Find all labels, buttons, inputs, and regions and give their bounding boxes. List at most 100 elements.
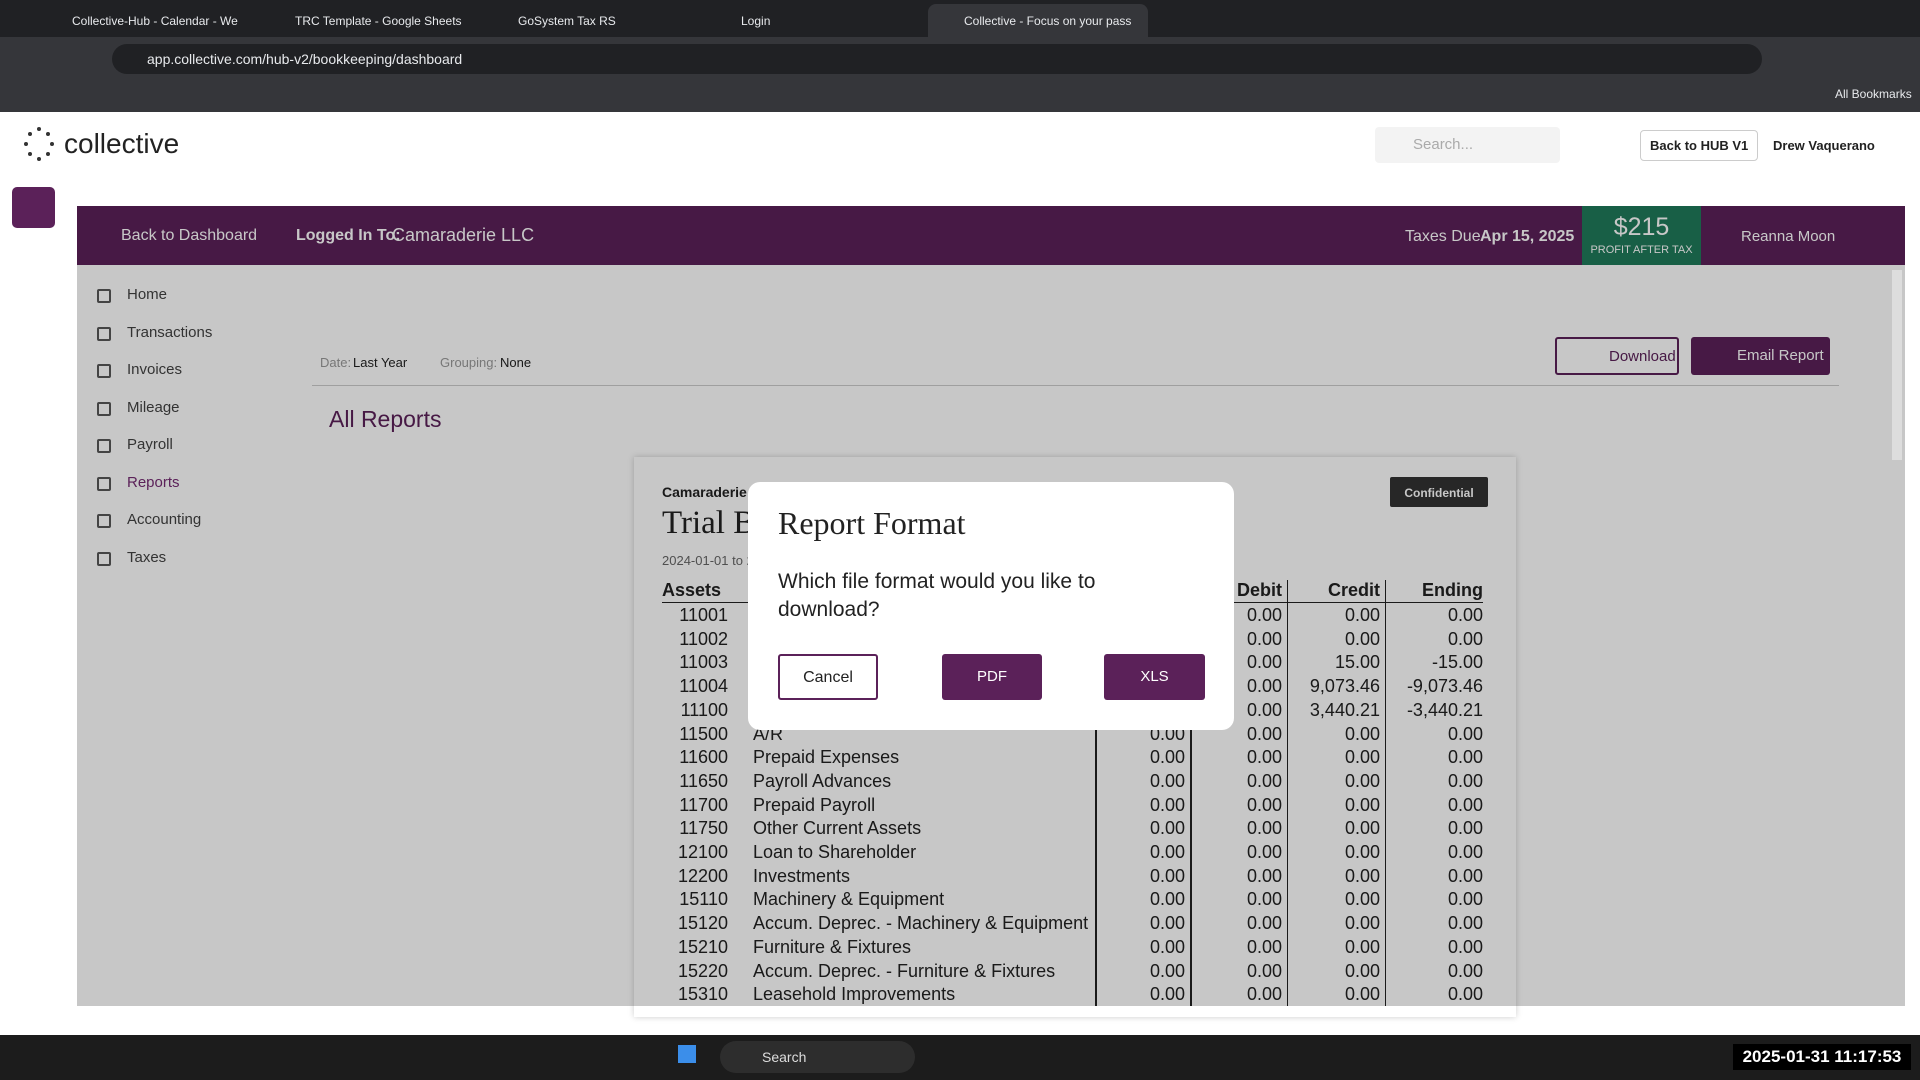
- tab[interactable]: GoSystem Tax RS: [518, 14, 616, 28]
- grouping-filter[interactable]: None: [500, 355, 532, 370]
- back-hub[interactable]: Back to HUB V1: [1640, 130, 1759, 161]
- cell: 0.00: [1149, 747, 1185, 768]
- nav-item[interactable]: Transactions: [127, 323, 213, 341]
- tab[interactable]: Login: [741, 14, 771, 28]
- cell: 0.00: [1344, 960, 1380, 981]
- nav-item[interactable]: Mileage: [127, 398, 180, 416]
- cell: 12200: [677, 865, 728, 886]
- all-reports[interactable]: All Reports: [329, 406, 442, 432]
- user[interactable]: Drew Vaquerano: [1773, 138, 1875, 153]
- cell: 0.00: [1344, 865, 1380, 886]
- cell: 0.00: [1344, 889, 1380, 910]
- cell: Prepaid Payroll: [753, 794, 876, 815]
- cell: 0.00: [1447, 794, 1483, 815]
- cell: 0.00: [1246, 960, 1282, 981]
- cell: 0.00: [1246, 984, 1282, 1005]
- cell: 0.00: [1447, 747, 1483, 768]
- nav-icon: [97, 439, 111, 453]
- col-rule: [1190, 580, 1192, 1006]
- cell: 15120: [677, 913, 728, 934]
- nav-icon: [97, 289, 111, 303]
- cell: 9,073.46: [1309, 676, 1380, 697]
- taskbar-search[interactable]: Search: [720, 1041, 915, 1073]
- nav-icon: [97, 326, 111, 341]
- nav-icon: [97, 476, 111, 491]
- dialog-text: Which file format would you like to down…: [778, 570, 1096, 621]
- cell: 0.00: [1246, 936, 1282, 957]
- report-company: Camaraderie I: [662, 484, 755, 500]
- search[interactable]: Search...: [1375, 127, 1560, 163]
- tab[interactable]: Collective - Focus on your pass: [928, 4, 1148, 37]
- tab[interactable]: Collective-Hub - Calendar - We: [72, 14, 238, 28]
- cell: 11004: [679, 676, 728, 697]
- cell: 0.00: [1344, 913, 1380, 934]
- logo-icon: [24, 127, 54, 161]
- side-icon-active[interactable]: [12, 187, 55, 228]
- cell: 0.00: [1447, 842, 1483, 862]
- cell: Loan to Shareholder: [753, 842, 917, 862]
- cell: 0.00: [1246, 770, 1282, 791]
- badge: Confidential: [1390, 477, 1488, 507]
- cell: 0.00: [1149, 960, 1185, 981]
- bookmarks[interactable]: All Bookmarks: [1835, 87, 1912, 101]
- cell: 0.00: [1246, 628, 1282, 649]
- cell: 0.00: [1447, 889, 1483, 910]
- cell: -9,073.46: [1406, 676, 1483, 697]
- cell: 15.00: [1334, 652, 1380, 673]
- cell: 0.00: [1447, 605, 1483, 625]
- divider: [312, 385, 1839, 386]
- cell: 0.00: [1149, 984, 1185, 1005]
- nav-item[interactable]: Accounting: [127, 511, 202, 528]
- cell: Furniture & Fixtures: [753, 936, 912, 957]
- email-button[interactable]: Email Report: [1691, 337, 1830, 375]
- company[interactable]: Camaraderie LLC: [392, 225, 535, 245]
- cell: Other Current Assets: [753, 818, 922, 839]
- cell: 0.00: [1246, 889, 1282, 910]
- nav-item[interactable]: Home: [127, 286, 168, 303]
- table-row: 15120 Accum. Deprec. - Machinery & Equipm…: [0, 911, 1920, 935]
- cell: 11100: [680, 699, 728, 720]
- grouping-label: Grouping:: [440, 355, 498, 370]
- nav-icon: [97, 551, 111, 566]
- profit-label: PROFIT AFTER TAX: [1590, 244, 1693, 256]
- nav-icon: [97, 364, 111, 378]
- table-row: 11700 Prepaid Payroll 0.00 0.00 0.00 0.00: [0, 793, 1920, 817]
- table-row: 11500 A/R 0.00 0.00 0.00 0.00: [0, 722, 1920, 746]
- header-debit: Debit: [1237, 580, 1282, 600]
- xls-button[interactable]: XLS: [1104, 654, 1205, 700]
- date-label: Date:: [320, 355, 352, 370]
- cell: -15.00: [1431, 652, 1483, 673]
- nav-item[interactable]: Taxes: [127, 548, 167, 566]
- cell: 0.00: [1344, 794, 1380, 815]
- client[interactable]: Reanna Moon: [1741, 228, 1836, 245]
- report-range: 2024-01-01 to 2: [662, 553, 754, 568]
- cell: 0.00: [1344, 628, 1380, 649]
- cancel-button[interactable]: Cancel: [778, 654, 878, 700]
- table-row: 12200 Investments 0.00 0.00 0.00 0.00: [0, 864, 1920, 888]
- cell: 0.00: [1149, 936, 1185, 957]
- table-row: 15210 Furniture & Fixtures 0.00 0.00 0.00 0.0…: [0, 935, 1920, 959]
- col-rule: [1095, 580, 1097, 1006]
- table-row: 11100 0.00 3,440.21 -3,440.21: [0, 698, 1920, 722]
- cell: 0.00: [1447, 865, 1483, 886]
- nav-item[interactable]: Payroll: [127, 436, 173, 453]
- address-bar[interactable]: [112, 44, 1762, 74]
- url: app.collective.com/hub-v2/bookkeeping/da…: [147, 51, 463, 67]
- cell: Leasehold Improvements: [753, 984, 956, 1005]
- cell: Prepaid Expenses: [753, 747, 900, 768]
- nav-item[interactable]: Reports: [127, 473, 180, 491]
- table-row: 11650 Payroll Advances 0.00 0.00 0.00 0.00: [0, 769, 1920, 793]
- cell: 0.00: [1246, 652, 1282, 673]
- date-filter[interactable]: Last Year: [353, 355, 408, 370]
- back-dashboard[interactable]: Back to Dashboard: [121, 227, 258, 244]
- cell: 11600: [679, 747, 728, 768]
- tab[interactable]: TRC Template - Google Sheets: [295, 14, 462, 28]
- nav-item[interactable]: Invoices: [127, 361, 183, 378]
- start[interactable]: [678, 1045, 696, 1063]
- cell: 0.00: [1246, 747, 1282, 768]
- scrollbar[interactable]: [1892, 270, 1902, 460]
- download-button[interactable]: Download: [1555, 337, 1679, 375]
- cell: 0.00: [1447, 913, 1483, 934]
- cell: 0.00: [1246, 818, 1282, 839]
- pdf-button[interactable]: PDF: [942, 654, 1042, 700]
